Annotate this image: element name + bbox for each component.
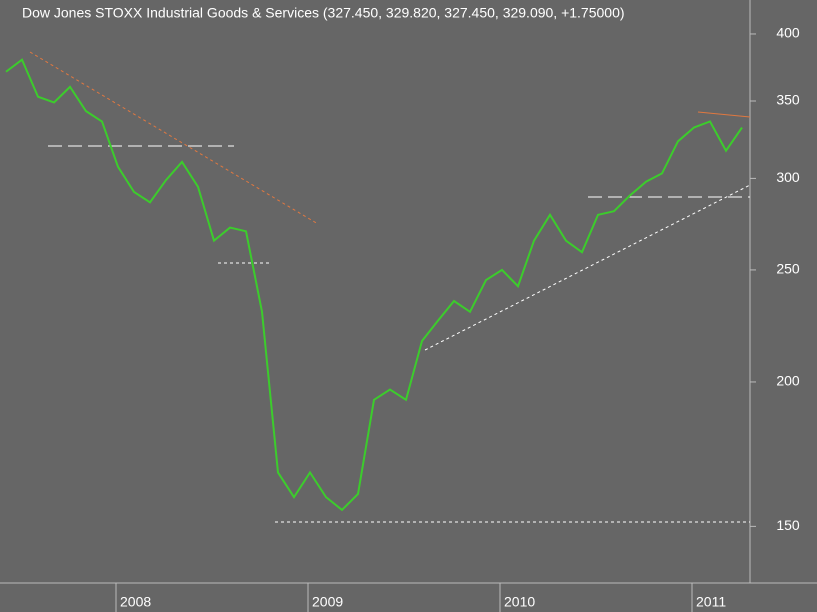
y-tick-label: 350 [776,92,800,108]
price-line [5,58,743,512]
y-tick-label: 200 [776,373,800,389]
x-tick-label: 2010 [504,594,535,610]
x-tick-label: 2011 [696,594,726,610]
chart-title: Dow Jones STOXX Industrial Goods & Servi… [22,5,625,21]
trend-line [29,51,319,225]
x-tick-label: 2009 [312,594,343,610]
x-tick-label: 2008 [120,594,151,610]
trend-line [424,184,751,351]
y-tick-label: 250 [776,261,800,277]
y-tick-label: 300 [776,169,800,185]
y-tick-label: 150 [776,517,800,533]
trend-line [697,111,751,118]
y-tick-label: 400 [776,25,800,41]
